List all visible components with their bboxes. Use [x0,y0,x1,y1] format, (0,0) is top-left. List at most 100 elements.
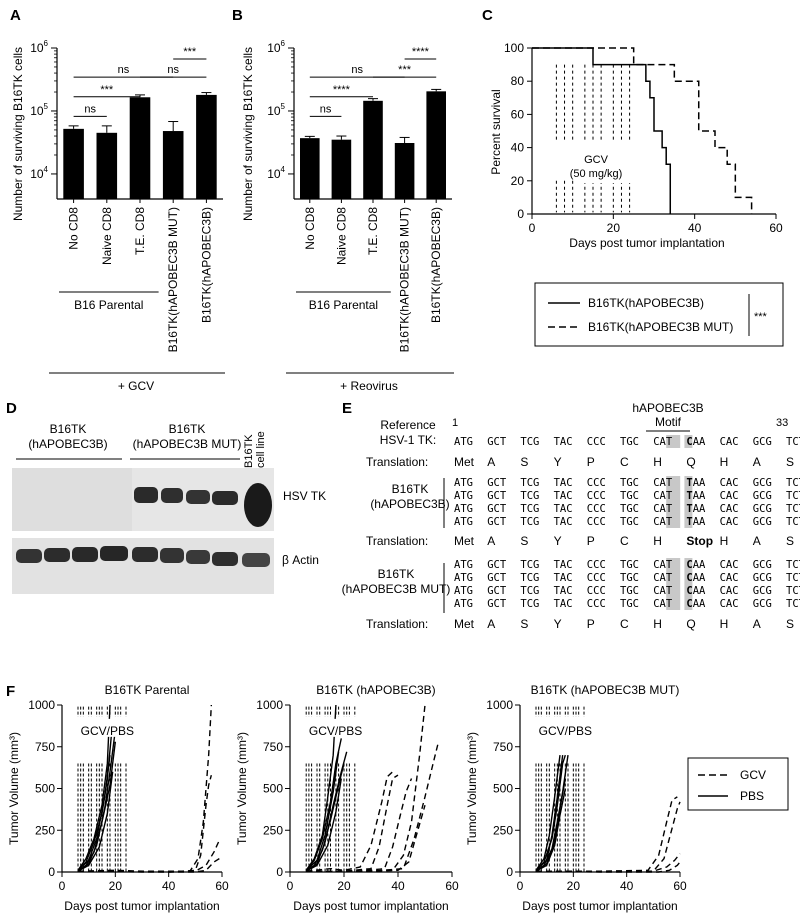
ko-row-codon: CCC [587,516,606,528]
mut-row-codon: TCT [786,585,800,597]
mut-row-codon: CAT [653,572,673,584]
translation-mut-amino-acid: H [653,617,662,631]
mut-row-motif-highlight [666,571,681,584]
panel-c-y-tick-label: 80 [511,74,525,88]
ko-row-codon: CAC [720,477,739,489]
ko-row-codon: CAT [653,516,673,528]
panel-b-significance-label: *** [398,64,412,76]
mut-row-codon: CCC [587,572,606,584]
ko-row-motif-highlight [666,476,681,489]
mut-row-codon: TCT [786,559,800,571]
mut-row-motif-highlight [666,584,681,597]
ko-row-codon: TAA [686,477,706,489]
translation-ko-amino-acid: A [753,534,761,548]
panel-c-legend-label-1: B16TK(hAPOBEC3B) [588,296,704,310]
panel-f3-y-tick-label: 750 [493,740,513,754]
reference-row-codon: TGC [620,436,639,448]
mut-row-codon: CCC [587,559,606,571]
panel-b-category-label: B16TK(hAPOBEC3B MUT) [398,207,412,352]
ko-row-codon: TCG [520,516,539,528]
panel-c-y-tick-label: 60 [511,107,525,121]
blot-hsvtk-band [186,490,210,504]
ko-row-codon: TAC [554,503,573,515]
ko-row-codon: ATG [454,490,473,502]
ko-row-motif-highlight [684,489,693,502]
translation-reference-amino-acid: A [487,455,495,469]
panel-b-y-tick-label: 105 [267,102,285,118]
panel-f3-pbs-curve [535,788,567,872]
panel-f3-y-tick-label: 1000 [486,698,513,712]
panel-f2-pbs-curve [305,751,340,871]
blot-hsvtk-background [12,468,132,531]
mut-row-codon: TGC [620,598,639,610]
sequence-rows: ATGGCTTCGTACCCCTGCCATCAACACGCGTCTTransla… [366,435,800,631]
ko-row-codon: CAT [653,503,673,515]
translation-reference-amino-acid: S [520,455,528,469]
mut-row-codon: GCG [753,572,772,584]
ko-row-codon: GCG [753,477,772,489]
panel-f2-y-tick-label: 1000 [256,698,283,712]
mut-row-motif-highlight [684,597,693,610]
blot-group-3-line2: cell line [255,431,267,468]
translation-reference-amino-acid: S [786,455,794,469]
translation-reference-amino-acid: A [753,455,761,469]
ko-row-codon: TGC [620,477,639,489]
group2-label-line1: B16TK [378,567,415,581]
panel-f2-pbs-curve [305,778,342,872]
mut-row-codon: CCC [587,585,606,597]
reference-row-codon: GCT [487,436,507,448]
ko-row-codon: TCT [786,490,800,502]
panel-c-annotation-bg [582,153,632,183]
ko-row-motif-highlight [666,502,681,515]
panel-f2-gcv-curve [306,805,426,872]
reference-row-codon: TAC [554,436,573,448]
panel-b-category-label: B16TK(hAPOBEC3B) [429,207,443,323]
blot-actin-band [100,546,128,561]
ko-row-codon: CAC [720,490,739,502]
panel-f2-y-tick-label: 750 [263,740,283,754]
panel-b-chart: Number of surviving B16TK cells 104 105 10… [241,39,454,393]
blot-hsvtk-band [161,488,183,503]
panel-b-y-tick-label: 106 [267,39,285,55]
panel-a-ylabel: Number of surviving B16TK cells [11,47,25,221]
panel-a-bar [96,132,118,199]
mut-row-motif-highlight [684,584,693,597]
panel-c-chart: Percent survival Days post tumor implant… [489,41,784,347]
panel-a-category-label: Naive CD8 [100,207,114,265]
panel-f2-x-tick-label: 40 [391,879,405,893]
mut-row-codon: CAT [653,585,673,597]
translation-mut-amino-acid: Q [686,617,695,631]
panel-a-group-label: B16 Parental [74,298,143,312]
mut-row-codon: TAC [554,598,573,610]
mut-row-codon: TAC [554,559,573,571]
panel-f3-y-tick-label: 500 [493,782,513,796]
blot-group-1-line1: B16TK [50,422,87,436]
ko-row-codon: TAC [554,490,573,502]
reference-row-codon: CAC [720,436,739,448]
panel-a-category-label: B16TK(hAPOBEC3B) [199,207,213,323]
panel-b-category-label: No CD8 [303,207,317,250]
translation-ko-amino-acid: A [487,534,495,548]
panel-f2-gcv-curve [306,771,394,872]
panel-f1-y-tick-label: 1000 [28,698,55,712]
panel-b-category-label: Naive CD8 [334,207,348,265]
panel-f2-pbs-curve [305,738,342,871]
panel-a-significance-label: ns [167,64,179,76]
panel-f3-pbs-curve [535,754,569,872]
panel-f1-y-tick-label: 0 [48,865,55,879]
panel-f1-annotation: GCV/PBS [81,724,134,738]
translation-mut-amino-acid: A [487,617,495,631]
translation-reference-amino-acid: Met [454,455,475,469]
ko-row-codon: TCT [786,503,800,515]
translation-ko-label: Translation: [366,534,428,548]
panel-b-significance-label: ns [320,103,332,115]
panel-f2-x-tick-label: 0 [287,879,294,893]
panel-letter-a: A [10,7,21,24]
ko-row-codon: TCT [786,477,800,489]
ko-row-codon: CAC [720,503,739,515]
mut-row-codon: CAC [720,559,739,571]
blot-actin-band [242,553,270,567]
ko-row-codon: GCG [753,516,772,528]
reference-row-motif-highlight [684,435,693,448]
panel-f3-xlabel: Days post tumor implantation [522,899,677,913]
